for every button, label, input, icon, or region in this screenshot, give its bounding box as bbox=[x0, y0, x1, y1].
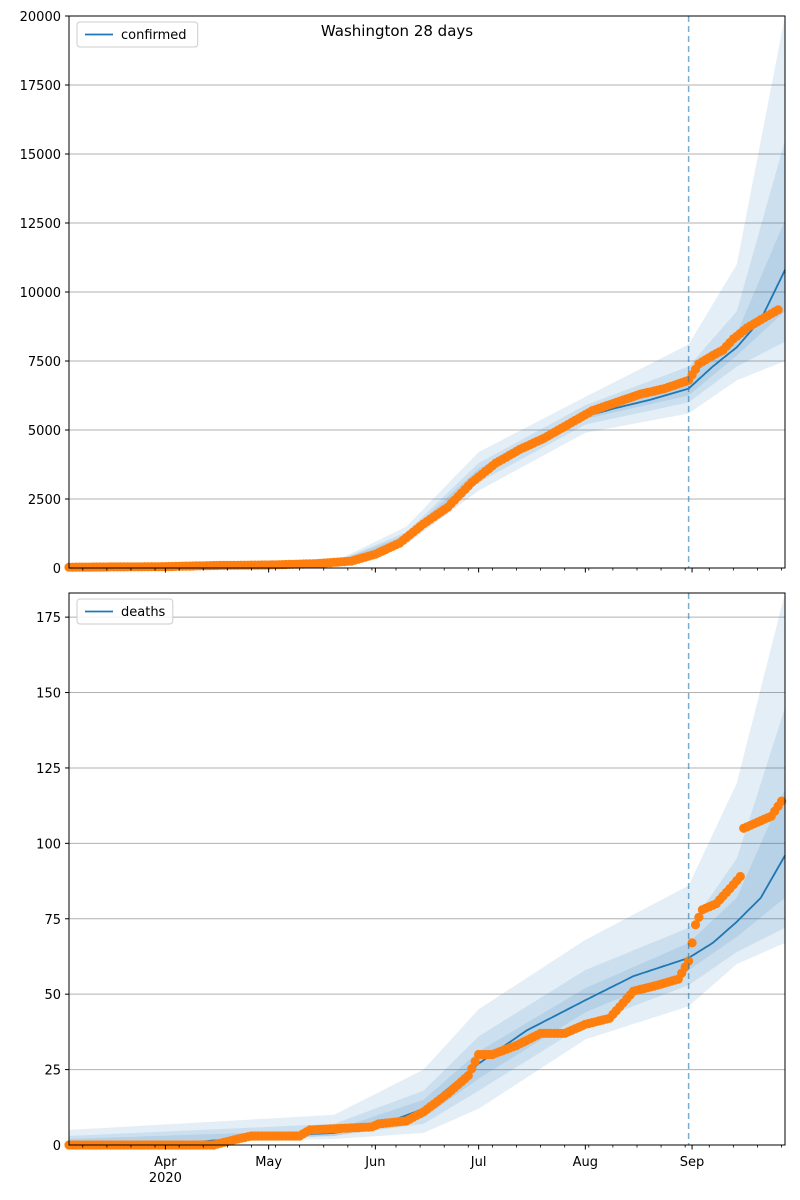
legend-label: confirmed bbox=[121, 28, 187, 43]
uncertainty-band-3 bbox=[69, 789, 785, 1145]
y-tick-label: 150 bbox=[36, 687, 61, 702]
observed-point bbox=[470, 1056, 480, 1067]
axes-frame bbox=[68, 592, 786, 1146]
x-tick-label: Jul bbox=[470, 1155, 487, 1170]
legend-box bbox=[76, 598, 174, 625]
observed-point bbox=[687, 938, 697, 948]
y-tick-label: 15000 bbox=[20, 148, 61, 163]
y-tick-label: 5000 bbox=[28, 424, 61, 439]
axes-frame bbox=[68, 15, 786, 569]
y-tick-label: 12500 bbox=[20, 217, 61, 232]
observed-point bbox=[694, 912, 704, 922]
observed-point bbox=[777, 796, 787, 806]
confirmed-panel: 0 2500 5000 7500 10000 12500 15000 17500 20000 co… bbox=[20, 10, 786, 577]
observed-point bbox=[463, 1071, 473, 1081]
observed-point bbox=[690, 920, 701, 930]
y-tick-label: 20000 bbox=[20, 10, 61, 25]
observed-point bbox=[735, 871, 745, 882]
y-tick-label: 2500 bbox=[28, 493, 61, 508]
y-tick-label: 50 bbox=[44, 988, 61, 1003]
observed-point bbox=[773, 305, 783, 315]
y-tick-label: 0 bbox=[53, 562, 61, 577]
y-tick-label: 10000 bbox=[20, 286, 61, 301]
y-tick-label: 7500 bbox=[28, 355, 61, 370]
y-tick-label: 17500 bbox=[20, 79, 61, 94]
x-tick-label: Apr bbox=[154, 1155, 177, 1170]
observed-point bbox=[467, 1064, 477, 1074]
x-tick-label: May bbox=[255, 1155, 282, 1170]
y-tick-label: 175 bbox=[36, 611, 61, 626]
x-tick-label: Aug bbox=[573, 1155, 598, 1170]
legend-label: deaths bbox=[121, 605, 166, 620]
y-tick-label: 25 bbox=[44, 1064, 61, 1079]
legend-box bbox=[76, 21, 199, 48]
observed-point bbox=[684, 956, 694, 966]
x-tick-year: 2020 bbox=[149, 1171, 182, 1186]
uncertainty-band-1 bbox=[69, 593, 785, 1145]
deaths-panel: 0 25 50 75 100 125 150 175 Apr May Jun Jul Aug Sep 202… bbox=[36, 592, 787, 1186]
x-tick-label: Sep bbox=[680, 1155, 705, 1170]
x-tick-label: Jun bbox=[364, 1155, 385, 1170]
y-tick-label: 100 bbox=[36, 837, 61, 852]
y-tick-label: 0 bbox=[53, 1139, 61, 1154]
figure-title: Washington 28 days bbox=[321, 22, 473, 40]
y-tick-label: 125 bbox=[36, 762, 61, 777]
y-tick-label: 75 bbox=[44, 913, 61, 928]
